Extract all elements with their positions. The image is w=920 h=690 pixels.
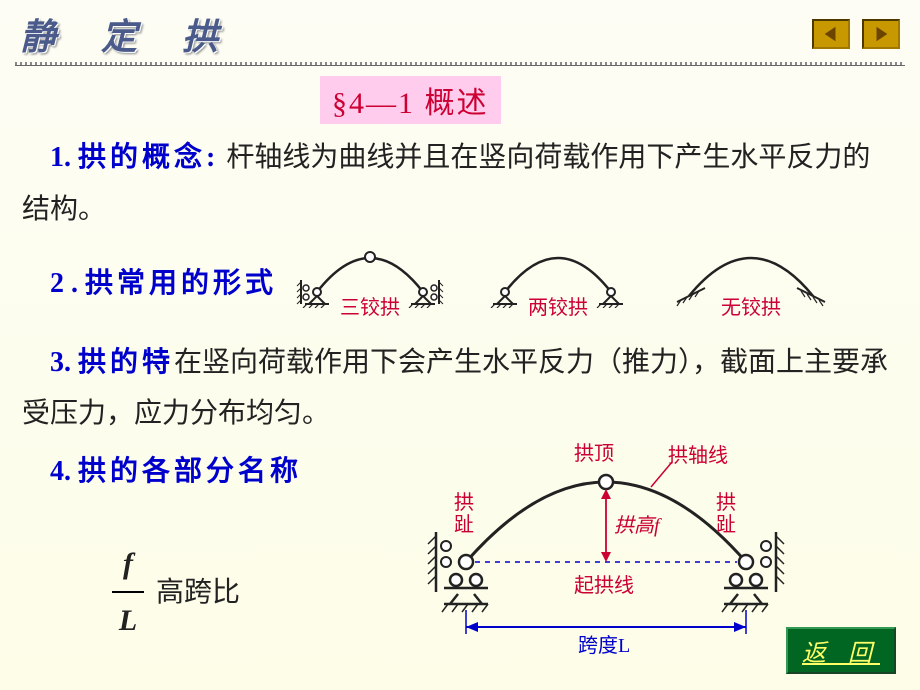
page-title: 静 定 拱 (20, 8, 236, 60)
return-button[interactable]: 返 回 (786, 627, 896, 674)
item-2: 2 . 拱常用的形式 (22, 258, 277, 310)
item-3-num: 3. (50, 347, 71, 378)
arch-three-hinged: 三铰拱 (295, 242, 445, 327)
section-heading: §4—1 概述 (320, 76, 501, 124)
lbl-toe-l: 拱趾 (454, 492, 474, 536)
arch-c-label: 无铰拱 (671, 290, 831, 327)
lbl-axis: 拱轴线 (668, 438, 728, 475)
formula: f L (112, 536, 144, 649)
arch-hingeless: 无铰拱 (671, 242, 831, 327)
lbl-toe-r: 拱趾 (716, 492, 736, 536)
formula-label: 高跨比 (156, 567, 240, 619)
arch-parts-diagram: 拱顶 拱轴线 拱趾 拱趾 拱高f 起拱线 跨度L (396, 432, 816, 670)
lbl-rise: 拱高f (614, 508, 660, 545)
item-4-title: 拱的各部分名称 (78, 456, 302, 487)
item-4: 4. 拱的各部分名称 (22, 446, 382, 498)
triangle-right-icon (872, 25, 890, 43)
item-2-num: 2 . (50, 268, 78, 299)
item-3-title: 拱的特 (78, 347, 174, 378)
item-1-title: 拱的概念: (78, 142, 219, 173)
next-button[interactable] (862, 19, 900, 49)
formula-num: f (123, 536, 133, 592)
item-2-title: 拱常用的形式 (85, 268, 277, 299)
lbl-springing: 起拱线 (574, 568, 634, 605)
triangle-left-icon (822, 25, 840, 43)
lbl-crown: 拱顶 (574, 436, 614, 473)
header-divider (15, 62, 905, 66)
item-1: 1. 拱的概念: 杆轴线为曲线并且在竖向荷载作用下产生水平反力的结构。 (22, 132, 898, 236)
arch-two-hinged: 两铰拱 (483, 242, 633, 327)
item-4-num: 4. (50, 456, 71, 487)
lbl-span: 跨度L (578, 628, 630, 665)
item-3: 3. 拱的特在竖向荷载作用下会产生水平反力（推力），截面上主要承受压力，应力分布… (22, 337, 898, 441)
prev-button[interactable] (812, 19, 850, 49)
formula-den: L (119, 593, 137, 649)
item-1-num: 1. (50, 142, 71, 173)
